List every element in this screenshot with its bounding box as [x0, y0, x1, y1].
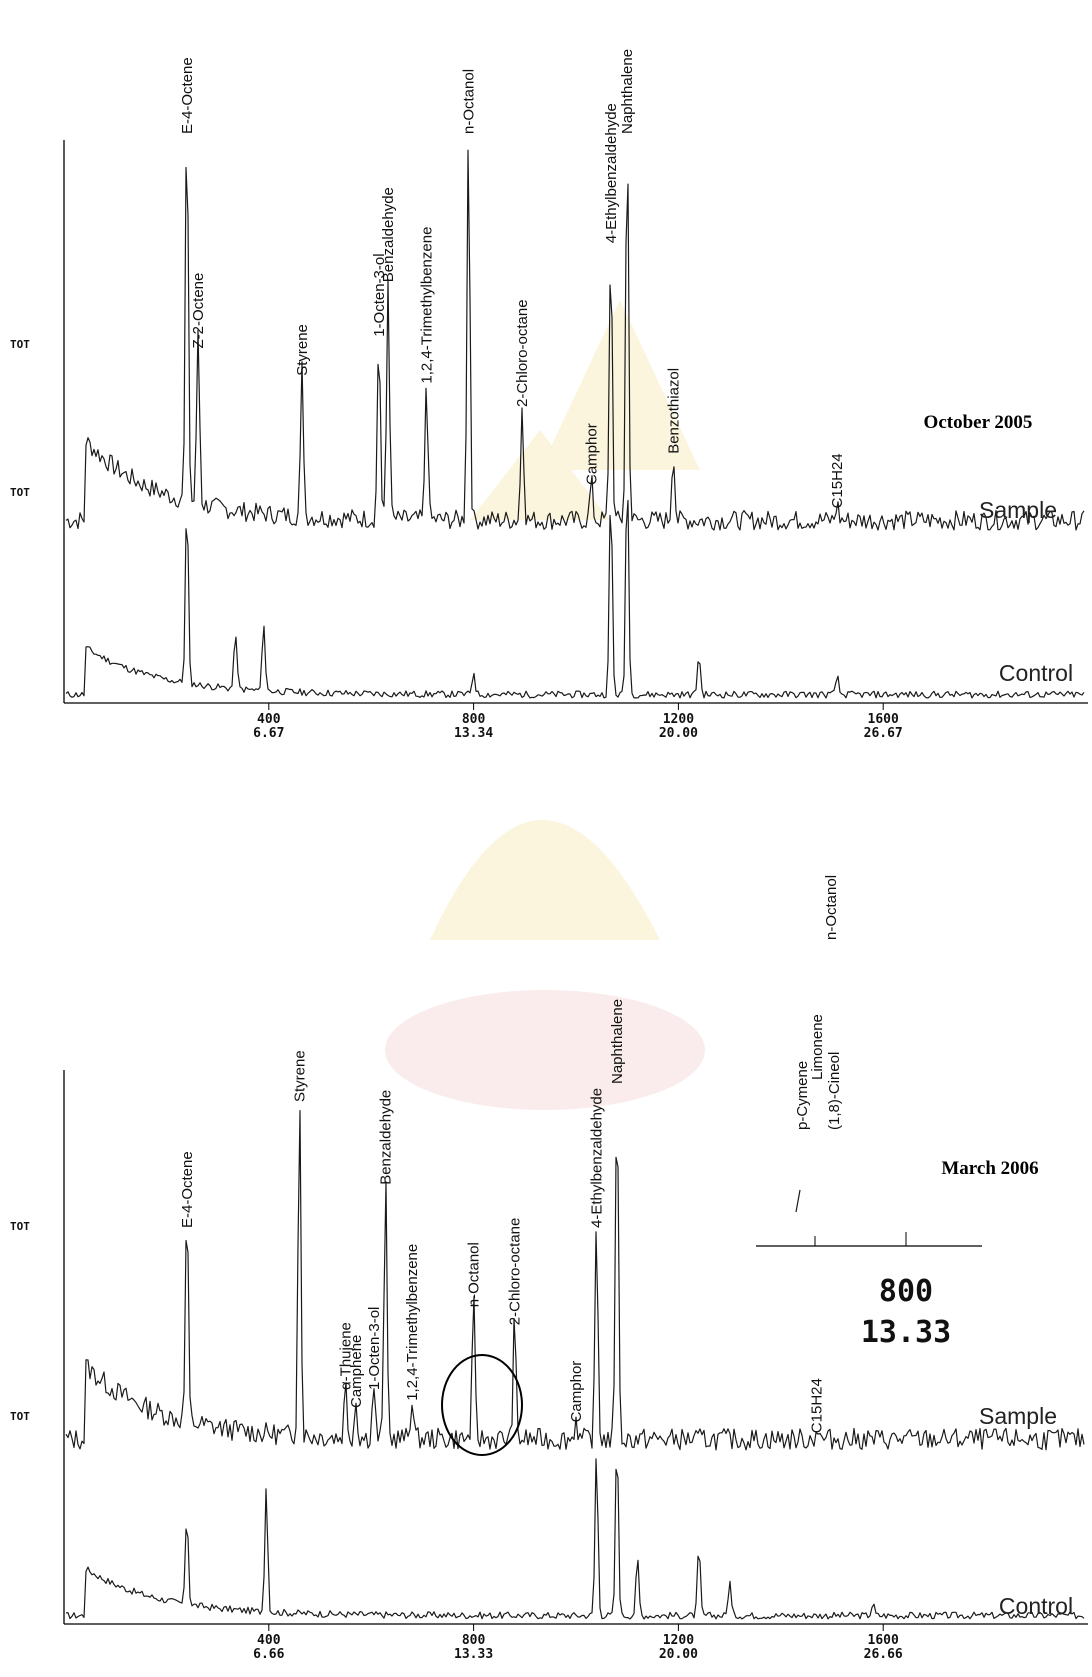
- peak-label: Styrene: [292, 1050, 309, 1102]
- peak-label: E-4-Octene: [179, 1151, 196, 1228]
- peak-labels: E-4-OcteneZ-2-OcteneStyrene1-Octen-3-olB…: [179, 49, 846, 508]
- peak-label: E-4-Octene: [179, 57, 196, 134]
- peak-label: Styrene: [294, 324, 311, 376]
- control-trace: [65, 1458, 1085, 1620]
- x-tick-label-minutes: 6.66: [253, 1647, 284, 1662]
- peak-label: Benzothiazol: [665, 368, 682, 454]
- peak-label: Camphor: [568, 1361, 585, 1423]
- y-label-tot: TOT: [10, 486, 30, 499]
- peak-label: Naphthalene: [609, 999, 626, 1084]
- panel-october-2005: October 2005 TOT TOT Sample Control 4006…: [10, 49, 1088, 741]
- peak-label: n-Octanol: [466, 1242, 483, 1307]
- x-tick-label: 1600: [868, 1633, 899, 1648]
- peak-label: 4-Ethylbenzaldehyde: [603, 103, 620, 243]
- peak-label: Camphene: [348, 1335, 365, 1408]
- panel-march-2006: March 2006 TOT TOT Sample Control 4006.6…: [10, 875, 1088, 1662]
- x-tick-label: 1200: [663, 712, 694, 727]
- control-trace: [65, 499, 1085, 699]
- highlight-circle: [441, 1354, 523, 1456]
- x-tick-label-minutes: 26.67: [864, 726, 903, 741]
- peak-label: Naphthalene: [619, 49, 636, 134]
- peak-label: 1,2,4-Trimethylbenzene: [404, 1244, 421, 1401]
- peak-label: C15H24: [809, 1378, 826, 1433]
- x-tick-label-minutes: 20.00: [659, 726, 698, 741]
- series-name: Sample: [979, 497, 1057, 523]
- x-tick-label-minutes: 13.33: [454, 1647, 493, 1662]
- inset-tick-label: 800: [879, 1274, 933, 1309]
- x-tick-label-minutes: 13.34: [454, 726, 493, 741]
- sample-trace: [65, 1110, 1085, 1451]
- y-label-tot: TOT: [10, 1410, 30, 1423]
- x-tick-label: 1600: [868, 712, 899, 727]
- inset-peak-label: n-Octanol: [823, 875, 840, 940]
- inset-tick-label: 13.33: [861, 1315, 951, 1350]
- x-tick-label: 1200: [663, 1633, 694, 1648]
- panel-title: October 2005: [924, 412, 1033, 433]
- inset-peak-label: p-Cymene: [794, 1061, 811, 1130]
- x-tick-label: 800: [462, 712, 486, 727]
- x-tick-label: 400: [257, 1633, 281, 1648]
- inset-peak-label: Limonene: [809, 1014, 826, 1080]
- peak-label: 1,2,4-Trimethylbenzene: [418, 227, 435, 384]
- peak-label: Camphor: [583, 423, 600, 485]
- peak-label: 2-Chloro-octane: [507, 1218, 524, 1326]
- series-name: Control: [999, 660, 1073, 686]
- peak-label: 1-Octen-3-ol: [371, 253, 388, 336]
- peak-label: n-Octanol: [460, 69, 477, 134]
- x-tick-label-minutes: 26.66: [864, 1647, 903, 1662]
- peak-label: 4-Ethylbenzaldehyde: [588, 1088, 605, 1228]
- peak-label: C15H24: [829, 453, 846, 508]
- panel-title: March 2006: [941, 1158, 1038, 1179]
- watermark: [385, 300, 705, 1110]
- inset-peak-label: (1,8)-Cineol: [826, 1052, 843, 1130]
- peak-label: 2-Chloro-octane: [514, 299, 531, 407]
- peak-label: Benzaldehyde: [378, 1090, 395, 1185]
- y-label-tot: TOT: [10, 338, 30, 351]
- x-tick-label: 800: [462, 1633, 486, 1648]
- peak-label: Z-2-Octene: [190, 273, 207, 349]
- inset-tick: [814, 1232, 907, 1246]
- series-name: Control: [999, 1593, 1073, 1619]
- x-tick-label-minutes: 6.67: [253, 726, 284, 741]
- inset-zoom: 800 13.33 p-Cymene Limonene (1,8)-Cineol…: [756, 875, 982, 1350]
- x-tick-label: 400: [257, 712, 281, 727]
- series-name: Sample: [979, 1403, 1057, 1429]
- sample-trace: [65, 149, 1085, 531]
- inset-trace: [795, 1189, 801, 1213]
- peak-label: Benzaldehyde: [380, 187, 397, 282]
- x-tick-label-minutes: 20.00: [659, 1647, 698, 1662]
- y-label-tot: TOT: [10, 1220, 30, 1233]
- peak-label: α-Thujene: [338, 1322, 355, 1390]
- peak-label: 1-Octen-3-ol: [366, 1307, 383, 1390]
